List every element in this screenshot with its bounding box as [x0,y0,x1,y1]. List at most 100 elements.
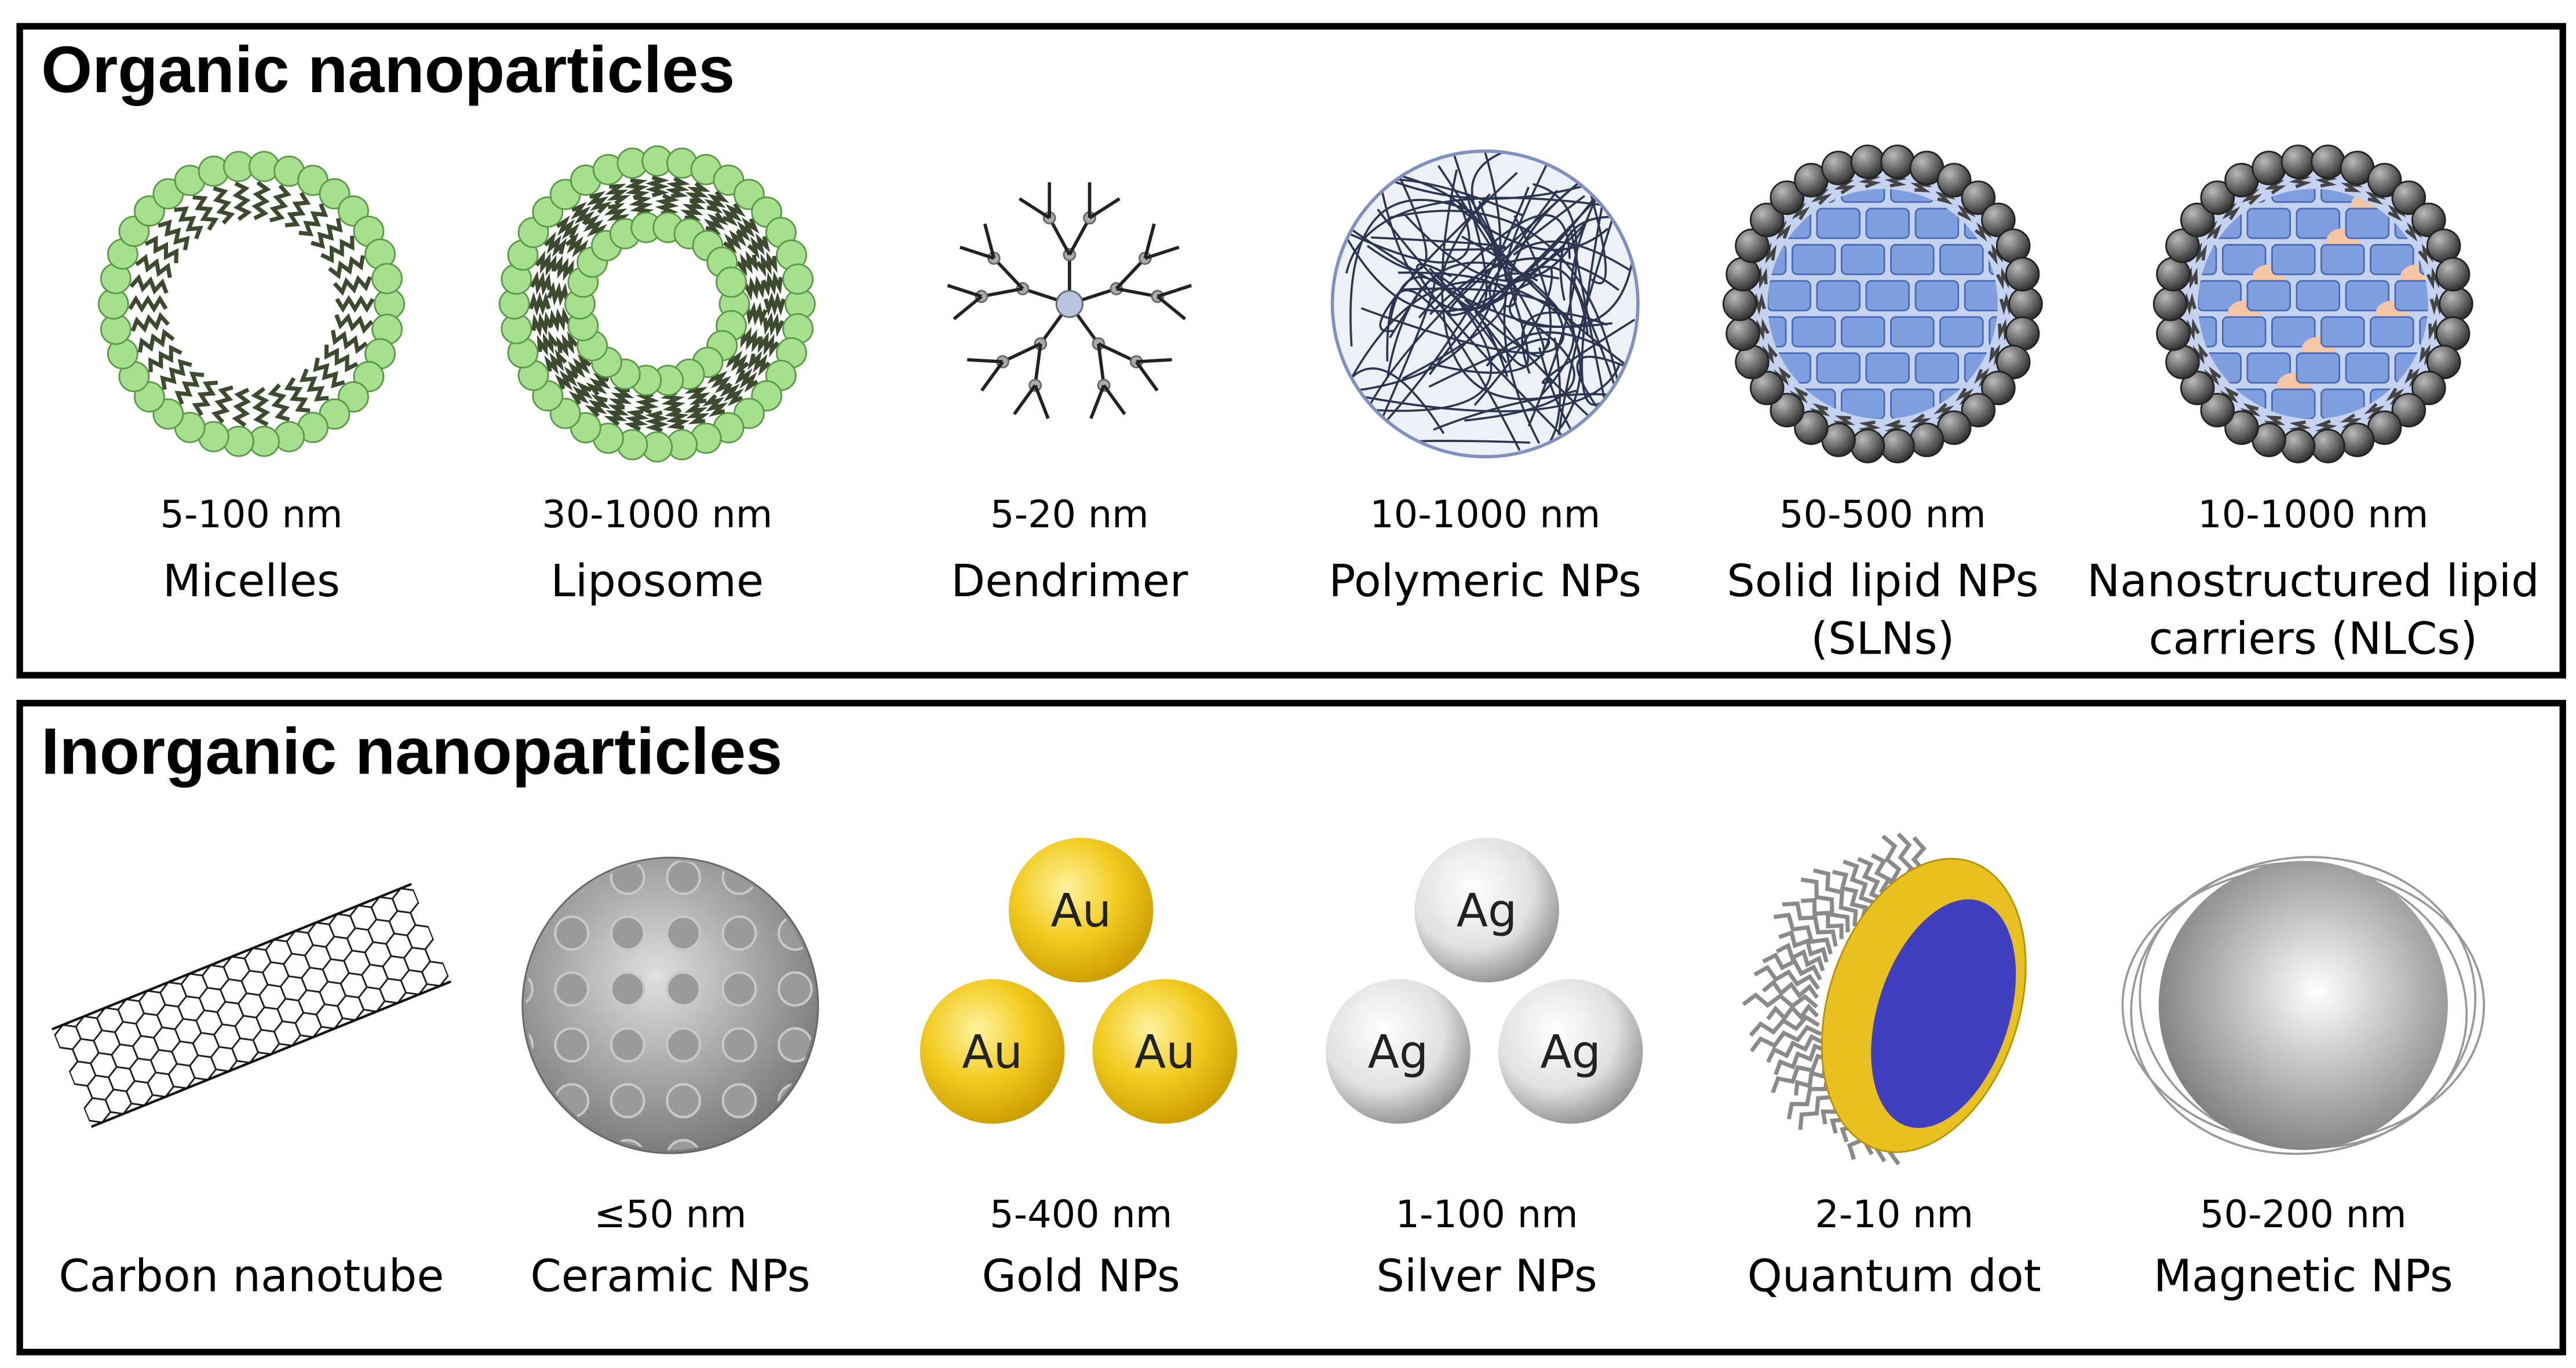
dendrimer-branch [1089,385,1105,419]
particle-icon [947,182,1192,419]
liquid-lipid [2499,409,2532,435]
polymer-chain [1365,187,1530,444]
hexagon [292,885,320,911]
hexagon [369,1045,397,1072]
head-group [2152,286,2188,322]
particle-name: Silver NPs [1376,1251,1597,1303]
lipid-block [2296,207,2341,239]
particle-name: Gold NPs [982,1251,1180,1303]
particle-name: (SLNs) [1811,613,1954,665]
lipid-tail [298,203,329,236]
lipid-tail [1775,942,1825,972]
sphere-label: Ag [1540,1025,1601,1079]
hexagon [309,1048,337,1075]
dendrimer-branch [993,257,1024,290]
size-range: 2-10 nm [1815,1192,1973,1236]
hexagon [221,1105,250,1127]
size-range: ≤50 nm [594,1192,746,1236]
lipid-tail [736,217,760,242]
lipid-tail [665,176,691,199]
hexagon [445,929,451,956]
dendrimer-branch [1143,223,1156,259]
polymer-chain [1431,215,1552,374]
pore [834,861,867,894]
hexagon [373,1023,401,1049]
lipid-tail [313,357,345,389]
dendrimer-branch [1097,343,1105,386]
head-group [2180,370,2215,406]
lipid-tail [544,349,567,375]
dendrimer-branch [1144,245,1180,260]
hexagon [81,970,110,997]
lipid-tail [608,386,634,409]
lipid-tail [568,353,592,378]
lipid-tail [211,385,233,424]
hexagon [250,902,278,929]
pore [834,973,867,1006]
polymer-chain [1340,202,1471,264]
head-group [1769,393,1805,428]
lipid-tail [284,377,311,413]
dendrimer-branch [1156,295,1187,320]
dendrimer-core [1055,290,1083,318]
head-group [1735,228,1769,263]
head-group [1850,144,1885,179]
lipid-tail [762,312,785,337]
hexagon [20,970,50,1003]
particle-name: Polymeric NPs [1329,556,1641,607]
head-group [2435,257,2471,292]
pore [834,805,867,838]
lipid-tail [213,186,235,225]
hexagon [414,853,446,886]
size-range: 30-1000 nm [542,493,772,537]
sphere [1092,979,1238,1124]
lipid-tail [1771,1054,1833,1093]
lipid-tail [269,184,292,222]
lipid-tail [1778,929,1829,963]
lipid-tail [585,394,611,418]
lipid-tail [761,271,783,297]
particle-name: Carbon nanotube [59,1251,444,1303]
lipid-block [2296,352,2341,384]
sphere-label: Au [962,1025,1023,1079]
lipid-block [1865,280,1910,312]
lipid-block [2469,173,2512,202]
lipid-tail [311,218,343,249]
hexagon [52,1033,61,1059]
lipid-block [1914,280,1960,312]
dendrimer-branch [1068,217,1092,256]
lipid-tail [251,386,271,426]
pore [666,971,702,1007]
lipid-tail [556,215,580,240]
lipid-block [1791,316,1836,348]
particle-icon [1722,144,2106,464]
pore [777,971,813,1007]
dendrimer-branch [981,287,1023,298]
lipid-block [2494,425,2537,455]
lipid-block [2063,425,2106,455]
hexagon [144,944,173,971]
pore [777,1139,813,1150]
polymer-chain [1429,257,1619,315]
hexagon [140,1117,169,1127]
hexagon [264,1088,292,1114]
lipid-tail [537,330,559,356]
lipid-tail [703,211,729,235]
section-frame [16,699,2566,1356]
hexagon [253,884,282,906]
hexagon [336,842,367,875]
hexagon [105,939,134,966]
particle-icon [521,805,867,1154]
tube-edge [51,882,412,1031]
polymer-chain [1581,202,1607,406]
hexagon [242,1096,271,1123]
polymer-chain [1448,195,1586,316]
hexagon [225,1082,253,1109]
lipid-tail [629,195,654,218]
polymer-chain [1415,263,1587,455]
head-group [2367,163,2402,198]
polymer-chain [1439,193,1491,279]
lipid-tail [299,368,329,402]
dendrimer-branch [1134,360,1159,392]
